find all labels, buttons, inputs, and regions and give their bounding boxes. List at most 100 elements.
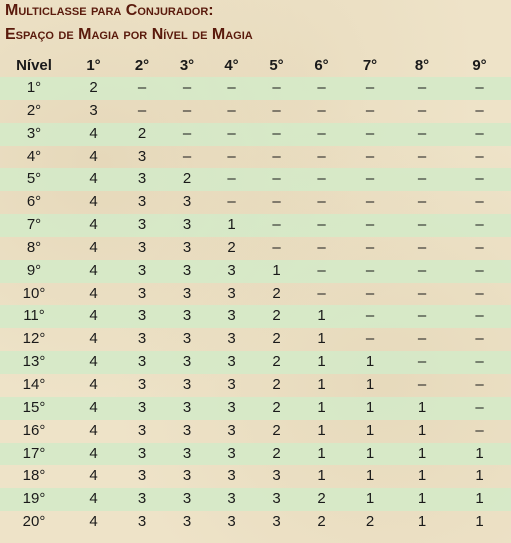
slot-cell: – bbox=[396, 305, 448, 328]
slot-cell: 3 bbox=[119, 328, 165, 351]
slot-cell: 3 bbox=[119, 420, 165, 443]
slot-cell: 3 bbox=[209, 465, 254, 488]
slot-cell: 2 bbox=[254, 283, 299, 306]
column-header-slot-3: 3° bbox=[165, 54, 209, 77]
slot-cell: 1 bbox=[396, 397, 448, 420]
slot-cell: – bbox=[448, 146, 511, 169]
slot-cell: 3 bbox=[165, 511, 209, 534]
slot-cell: – bbox=[254, 100, 299, 123]
slot-cell: 3 bbox=[119, 465, 165, 488]
slot-cell: – bbox=[254, 123, 299, 146]
slot-cell: 3 bbox=[209, 260, 254, 283]
slot-cell: 2 bbox=[254, 374, 299, 397]
slot-cell: – bbox=[254, 146, 299, 169]
table-body: 1° 2– – – – – – – –2° 3– – – – – – – –3° 4 2– – – – – – –4° 4 3– – –… bbox=[0, 77, 511, 534]
slot-cell: 3 bbox=[254, 465, 299, 488]
slot-cell: 3 bbox=[119, 237, 165, 260]
slot-cell: 3 bbox=[209, 351, 254, 374]
slot-cell: 1 bbox=[299, 443, 344, 466]
slot-cell: 1 bbox=[396, 465, 448, 488]
table-row: 13° 4 3 3 3 2 1 1– – bbox=[0, 351, 511, 374]
slot-cell: 3 bbox=[119, 305, 165, 328]
slot-cell: 3 bbox=[119, 488, 165, 511]
level-cell: 8° bbox=[0, 237, 68, 260]
slot-cell: 3 bbox=[209, 305, 254, 328]
slot-cell: 3 bbox=[165, 443, 209, 466]
slot-cell: 3 bbox=[209, 488, 254, 511]
slot-cell: – bbox=[448, 237, 511, 260]
slot-cell: 2 bbox=[254, 420, 299, 443]
slot-cell: – bbox=[344, 260, 396, 283]
table-subtitle: Espaço de Magia por Nível de Magia bbox=[5, 26, 253, 44]
slot-cell: 2 bbox=[299, 488, 344, 511]
slot-cell: – bbox=[344, 328, 396, 351]
slot-cell: – bbox=[396, 328, 448, 351]
slot-cell: 3 bbox=[165, 420, 209, 443]
slot-cell: – bbox=[299, 168, 344, 191]
slot-cell: – bbox=[396, 146, 448, 169]
slot-cell: 3 bbox=[209, 397, 254, 420]
slot-cell: – bbox=[344, 100, 396, 123]
slot-cell: 1 bbox=[448, 443, 511, 466]
slot-cell: – bbox=[396, 283, 448, 306]
slot-cell: – bbox=[448, 305, 511, 328]
table-row: 18° 4 3 3 3 3 1 1 1 1 bbox=[0, 465, 511, 488]
slot-cell: – bbox=[299, 260, 344, 283]
slot-cell: 1 bbox=[344, 465, 396, 488]
level-cell: 11° bbox=[0, 305, 68, 328]
level-cell: 5° bbox=[0, 168, 68, 191]
slot-cell: 2 bbox=[254, 397, 299, 420]
slot-cell: – bbox=[299, 123, 344, 146]
slot-cell: – bbox=[448, 397, 511, 420]
slot-cell: 4 bbox=[68, 351, 119, 374]
slot-cell: – bbox=[209, 191, 254, 214]
slot-cell: 1 bbox=[448, 465, 511, 488]
slot-cell: 1 bbox=[396, 488, 448, 511]
level-cell: 12° bbox=[0, 328, 68, 351]
slot-cell: 3 bbox=[165, 214, 209, 237]
column-header-level: Nível bbox=[0, 54, 68, 77]
slot-cell: 3 bbox=[119, 351, 165, 374]
slot-cell: – bbox=[344, 77, 396, 100]
level-cell: 17° bbox=[0, 443, 68, 466]
slot-cell: 3 bbox=[209, 420, 254, 443]
slot-cell: 1 bbox=[344, 488, 396, 511]
level-cell: 3° bbox=[0, 123, 68, 146]
slot-cell: 1 bbox=[209, 214, 254, 237]
slot-cell: – bbox=[448, 214, 511, 237]
header-row: Nível 1° 2° 3° 4° 5° 6° 7° 8° 9° bbox=[0, 54, 511, 77]
slot-cell: 1 bbox=[299, 305, 344, 328]
slot-cell: 1 bbox=[299, 420, 344, 443]
slot-cell: 2 bbox=[299, 511, 344, 534]
slot-cell: 3 bbox=[119, 260, 165, 283]
slot-cell: 3 bbox=[119, 214, 165, 237]
slot-cell: 4 bbox=[68, 168, 119, 191]
slot-cell: – bbox=[209, 123, 254, 146]
slot-cell: – bbox=[448, 328, 511, 351]
column-header-slot-1: 1° bbox=[68, 54, 119, 77]
slot-cell: 2 bbox=[254, 443, 299, 466]
slot-cell: 3 bbox=[165, 351, 209, 374]
slot-cell: 1 bbox=[299, 328, 344, 351]
slot-cell: 3 bbox=[165, 328, 209, 351]
slot-cell: – bbox=[448, 283, 511, 306]
slot-cell: 3 bbox=[119, 443, 165, 466]
slot-cell: – bbox=[299, 191, 344, 214]
table-row: 14° 4 3 3 3 2 1 1 – – bbox=[0, 374, 511, 397]
slot-cell: – bbox=[119, 100, 165, 123]
column-header-slot-2: 2° bbox=[119, 54, 165, 77]
slot-cell: 3 bbox=[254, 511, 299, 534]
slot-cell: – bbox=[209, 168, 254, 191]
slot-cell: – bbox=[344, 214, 396, 237]
slot-cell: – bbox=[165, 146, 209, 169]
slot-cell: 2 bbox=[209, 237, 254, 260]
slot-cell: – bbox=[396, 237, 448, 260]
slot-cell: 1 bbox=[344, 374, 396, 397]
slot-cell: – bbox=[344, 283, 396, 306]
level-cell: 18° bbox=[0, 465, 68, 488]
slot-cell: 3 bbox=[209, 443, 254, 466]
slot-cell: 1 bbox=[448, 511, 511, 534]
slot-cell: – bbox=[299, 100, 344, 123]
level-cell: 20° bbox=[0, 511, 68, 534]
slot-cell: – bbox=[209, 146, 254, 169]
